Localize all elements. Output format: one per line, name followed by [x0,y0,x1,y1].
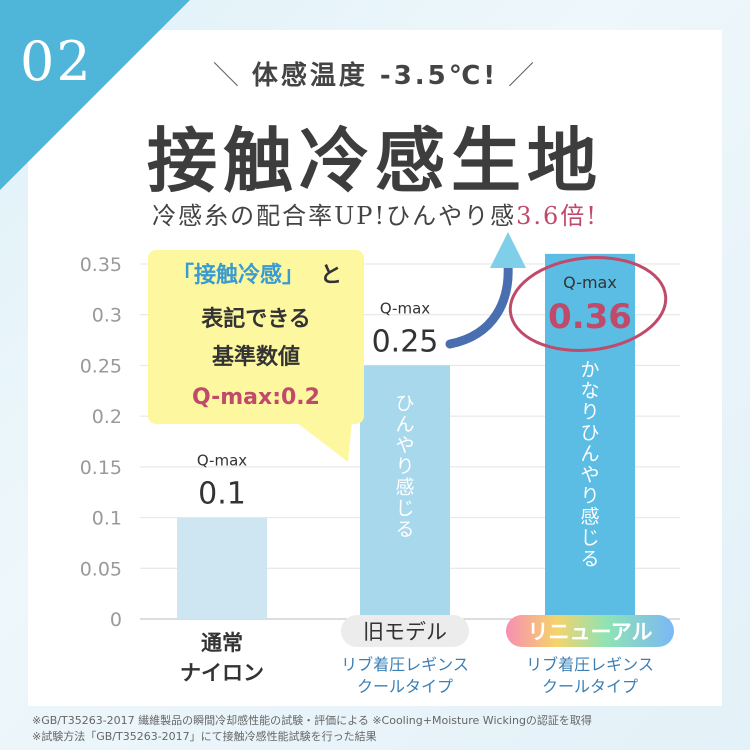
bar-inner-text: ん [395,413,414,435]
bar-inner-text: か [580,359,599,381]
corner-ribbon [0,0,190,190]
bar-inner-text: る [580,548,599,570]
subtitle-accent: 3.6倍! [516,202,598,230]
renewal-tag-label: リニューアル [528,620,653,644]
bar-value-label: 0.1 [198,477,246,512]
old-model-tag [341,615,469,647]
y-tick-label: 0.15 [80,457,122,479]
section-number: 02 [20,30,93,93]
bar-inner-text: 感 [395,476,414,498]
callout-line2: 表記できる [201,306,311,332]
bar-inner-text: り [580,485,599,507]
category-label: ナイロン [180,661,264,685]
tagline: ＼ 体感温度 -3.5℃! ／ [0,55,750,92]
y-tick-label: 0.2 [92,406,122,428]
category-label: リブ着圧レギンス [341,655,469,674]
right-slash-icon: ／ [508,61,538,91]
bar-value-label: 0.25 [372,324,439,359]
highlight-circle [508,256,668,352]
arrowhead-icon [490,232,526,268]
bar-inner-text: る [395,518,414,540]
y-tick-label: 0.25 [80,355,122,377]
bar-inner-text: じ [580,527,599,549]
y-tick-label: 0.1 [92,508,122,530]
category-label: 通常 [201,631,243,655]
callout-line1b: と [320,263,342,288]
bar-inner-text: り [395,455,414,477]
footnote-1: ※GB/T35263-2017 繊維製品の瞬間冷却感性能の試験・評価による ※C… [32,714,592,727]
bar-inner-text: や [580,464,599,486]
tagline-text: 体感温度 -3.5℃! [251,61,499,91]
bar-value-label: 0.36 [548,297,632,337]
callout-line1a: 「接触冷感」 [172,262,304,288]
bar-metric-label: Q-max [380,299,430,317]
bar [177,517,267,619]
left-slash-icon: ＼ [212,61,242,91]
callout-line3: 基準数値 [212,344,300,370]
footnote-2: ※試験方法「GB/T35263-2017」にて接触冷感性能試験を行った結果 [32,730,377,743]
bar-inner-text: り [580,401,599,423]
bar [360,365,450,619]
category-label: クールタイプ [542,677,638,696]
bar-inner-text: な [580,380,599,402]
renewal-tag [506,615,674,647]
upward-arrow-icon [445,260,513,349]
bar-inner-text: ひ [395,392,414,414]
y-tick-label: 0 [110,609,122,631]
bar [545,253,635,619]
callout-bubble: 「接触冷感」 と 表記できる 基準数値 Q-max:0.2 [148,250,364,462]
bar-inner-text: じ [395,497,414,519]
y-tick-label: 0.35 [80,254,122,276]
y-tick-label: 0.05 [80,558,122,580]
bar-inner-text: や [395,434,414,456]
bar-inner-text: ん [580,443,599,465]
callout-line4: Q-max:0.2 [192,385,320,410]
subtitle-main: 冷感糸の配合率UP!ひんやり感 [152,202,517,230]
page-title: 接触冷感生地 [147,119,603,202]
category-label: リブ着圧レギンス [526,655,654,674]
bar-inner-text: ひ [580,422,599,444]
y-tick-label: 0.3 [92,305,122,327]
old-model-tag-label: 旧モデル [363,620,447,644]
category-label: クールタイプ [357,677,453,696]
bar-metric-label: Q-max [563,273,617,292]
bar-metric-label: Q-max [197,452,247,470]
subtitle: 冷感糸の配合率UP!ひんやり感3.6倍! [0,196,750,231]
bar-inner-text: 感 [580,506,599,528]
